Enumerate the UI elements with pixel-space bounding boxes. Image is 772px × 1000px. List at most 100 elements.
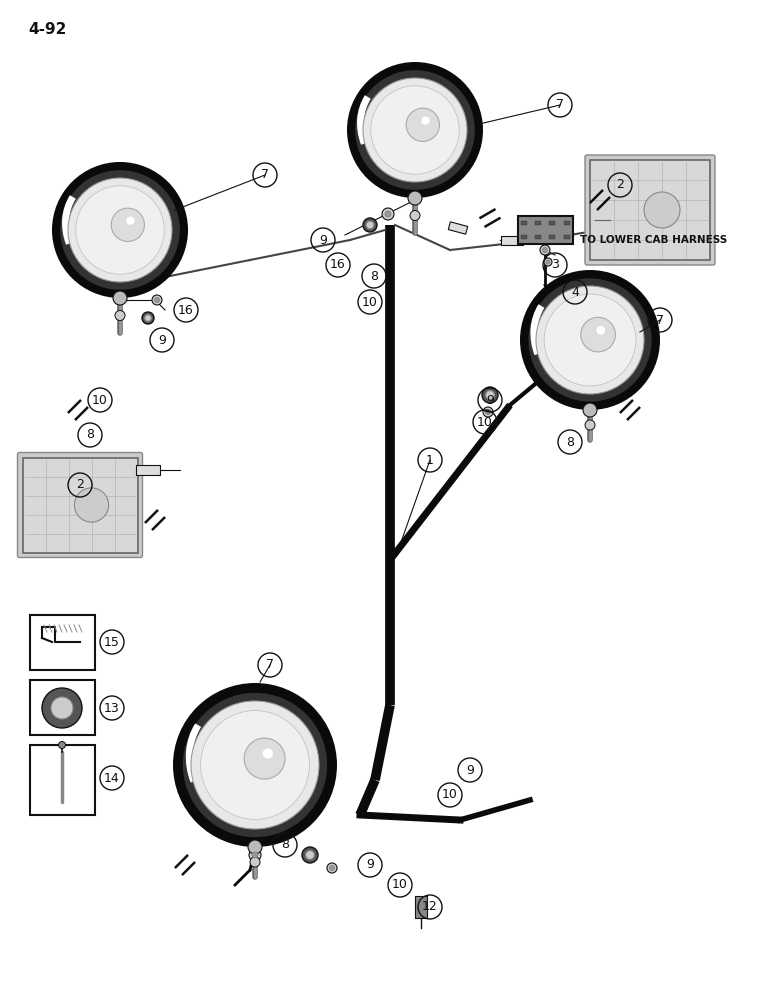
Circle shape: [422, 116, 429, 125]
Text: 10: 10: [442, 788, 458, 802]
Circle shape: [520, 270, 660, 410]
Text: 8: 8: [281, 838, 289, 852]
Bar: [590, 160, 710, 260]
Text: 2: 2: [76, 479, 84, 491]
Text: 16: 16: [178, 304, 194, 316]
Bar: [520, 235, 527, 239]
Circle shape: [201, 711, 310, 819]
Circle shape: [113, 291, 127, 305]
Circle shape: [74, 488, 109, 522]
Polygon shape: [136, 465, 160, 475]
Bar: [22, 458, 137, 552]
Circle shape: [483, 407, 493, 417]
Circle shape: [302, 847, 318, 863]
Circle shape: [51, 697, 73, 719]
Circle shape: [330, 865, 334, 870]
Bar: [520, 221, 527, 225]
Circle shape: [406, 108, 439, 141]
Circle shape: [144, 315, 151, 321]
Circle shape: [111, 208, 144, 241]
Circle shape: [581, 317, 615, 352]
Circle shape: [546, 260, 550, 264]
Circle shape: [59, 742, 66, 748]
Text: 8: 8: [86, 428, 94, 442]
Circle shape: [486, 410, 490, 414]
Circle shape: [244, 738, 285, 779]
Text: 16: 16: [330, 258, 346, 271]
Circle shape: [347, 62, 483, 198]
Text: 1: 1: [426, 454, 434, 466]
Circle shape: [385, 211, 391, 217]
Text: 2: 2: [616, 178, 624, 192]
Circle shape: [250, 857, 260, 867]
Circle shape: [382, 208, 394, 220]
Circle shape: [248, 840, 262, 854]
Circle shape: [173, 683, 337, 847]
Circle shape: [363, 218, 377, 232]
Circle shape: [544, 258, 552, 266]
Text: 7: 7: [556, 99, 564, 111]
Bar: [564, 221, 570, 225]
Text: 10: 10: [477, 416, 493, 428]
Circle shape: [252, 852, 258, 858]
Circle shape: [52, 162, 188, 298]
Bar: [549, 221, 555, 225]
Circle shape: [366, 221, 374, 229]
Text: 3: 3: [551, 258, 559, 271]
Text: 9: 9: [319, 233, 327, 246]
Bar: [549, 235, 555, 239]
Circle shape: [528, 278, 652, 402]
Text: 14: 14: [104, 772, 120, 784]
Circle shape: [127, 216, 134, 225]
Text: 4: 4: [571, 286, 579, 298]
Text: 15: 15: [104, 636, 120, 648]
FancyBboxPatch shape: [585, 155, 715, 265]
Circle shape: [543, 247, 547, 252]
Circle shape: [536, 286, 644, 394]
Text: 7: 7: [261, 168, 269, 182]
Text: 10: 10: [92, 393, 108, 406]
Circle shape: [482, 387, 498, 403]
Circle shape: [152, 295, 162, 305]
Bar: [30, 680, 95, 735]
Text: 9: 9: [486, 393, 494, 406]
Circle shape: [154, 298, 160, 302]
Text: 9: 9: [158, 334, 166, 347]
Bar: [30, 745, 95, 815]
Circle shape: [355, 70, 475, 190]
Circle shape: [363, 78, 467, 182]
Circle shape: [644, 192, 680, 228]
Bar: [415, 896, 427, 918]
Text: 4-92: 4-92: [28, 22, 66, 37]
Circle shape: [410, 211, 420, 221]
Polygon shape: [449, 222, 468, 234]
Circle shape: [249, 849, 261, 861]
Text: 13: 13: [104, 702, 120, 714]
Text: 12: 12: [422, 900, 438, 914]
Text: 8: 8: [566, 436, 574, 448]
Circle shape: [142, 312, 154, 324]
Text: 8: 8: [370, 269, 378, 282]
Bar: [535, 221, 541, 225]
Circle shape: [68, 178, 172, 282]
Bar: [564, 235, 570, 239]
Bar: [517, 216, 573, 244]
FancyBboxPatch shape: [18, 452, 143, 558]
Circle shape: [306, 851, 314, 859]
Text: TO LOWER CAB HARNESS: TO LOWER CAB HARNESS: [580, 235, 727, 245]
Text: 9: 9: [466, 764, 474, 776]
Circle shape: [327, 863, 337, 873]
Circle shape: [597, 326, 605, 335]
Bar: [30, 615, 95, 670]
Text: 10: 10: [362, 296, 378, 308]
Text: 9: 9: [366, 858, 374, 871]
Text: 10: 10: [392, 879, 408, 892]
Text: 7: 7: [656, 314, 664, 326]
Circle shape: [76, 186, 164, 274]
Circle shape: [486, 391, 494, 399]
Circle shape: [183, 693, 327, 837]
Circle shape: [42, 688, 82, 728]
Circle shape: [585, 420, 595, 430]
Circle shape: [115, 310, 125, 320]
Circle shape: [540, 245, 550, 255]
